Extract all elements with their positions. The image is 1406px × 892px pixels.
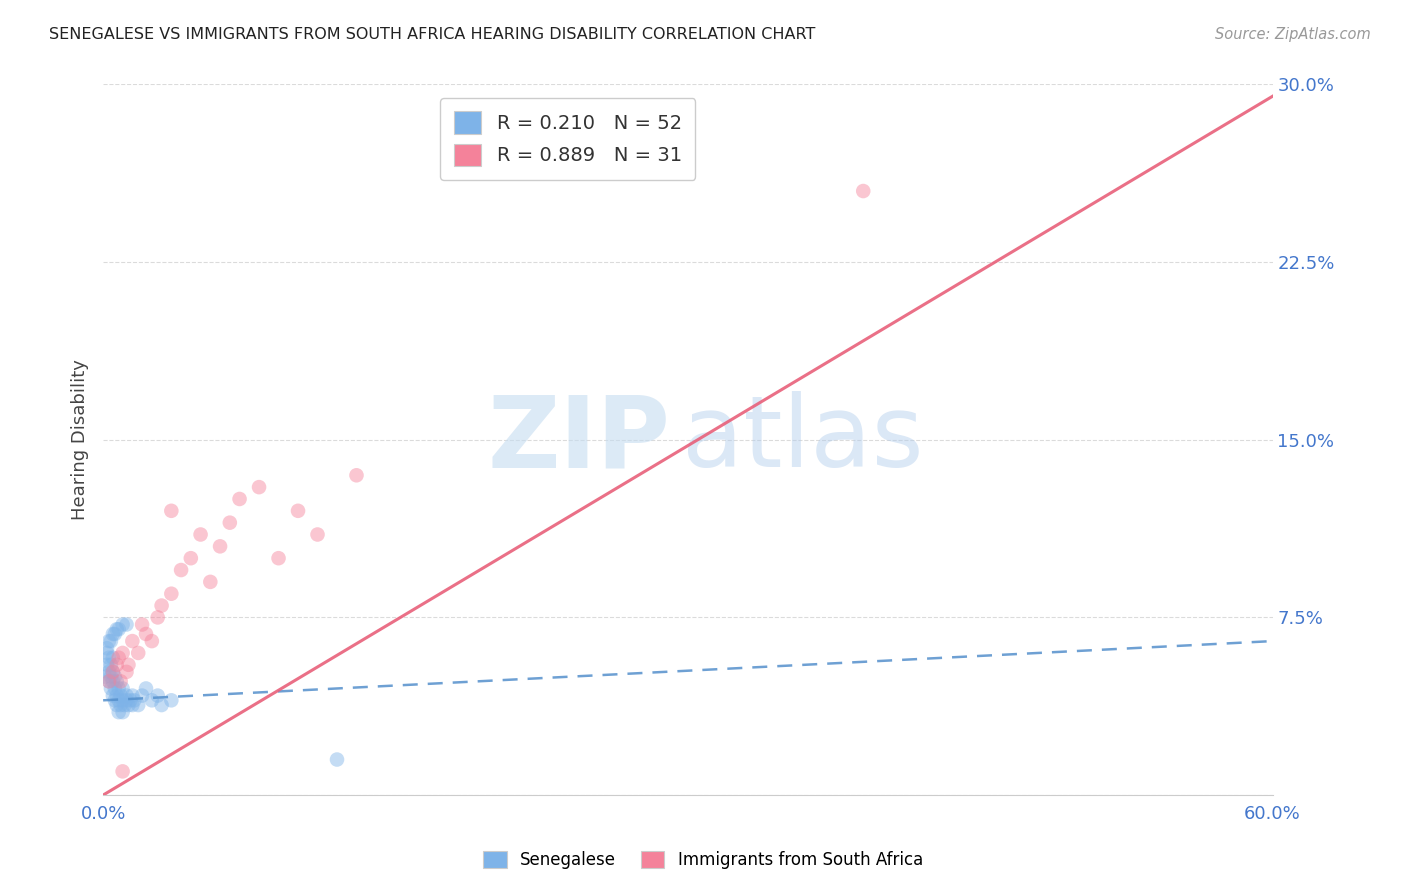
- Point: [107, 681, 129, 696]
- Point: [98, 634, 121, 648]
- Point: [101, 627, 124, 641]
- Point: [98, 674, 121, 689]
- Text: ZIP: ZIP: [488, 392, 671, 488]
- Legend: Senegalese, Immigrants from South Africa: Senegalese, Immigrants from South Africa: [474, 841, 932, 880]
- Point: [105, 622, 128, 636]
- Point: [131, 689, 153, 703]
- Point: [105, 657, 128, 672]
- Point: [127, 698, 149, 712]
- Point: [105, 674, 128, 689]
- Point: [107, 622, 129, 636]
- Point: [111, 646, 134, 660]
- Point: [101, 665, 124, 679]
- Point: [120, 693, 142, 707]
- Point: [218, 516, 240, 530]
- Point: [346, 468, 368, 483]
- Point: [96, 646, 118, 660]
- Point: [104, 627, 127, 641]
- Point: [111, 705, 134, 719]
- Point: [121, 689, 143, 703]
- Point: [101, 650, 124, 665]
- Point: [228, 491, 250, 506]
- Point: [101, 689, 124, 703]
- Text: atlas: atlas: [682, 392, 924, 488]
- Point: [111, 617, 134, 632]
- Point: [104, 693, 127, 707]
- Point: [170, 563, 193, 577]
- Point: [160, 693, 183, 707]
- Point: [307, 527, 329, 541]
- Point: [100, 681, 122, 696]
- Point: [107, 693, 129, 707]
- Point: [100, 657, 122, 672]
- Point: [190, 527, 212, 541]
- Point: [98, 665, 121, 679]
- Y-axis label: Hearing Disability: Hearing Disability: [72, 359, 89, 520]
- Point: [101, 674, 124, 689]
- Point: [104, 681, 127, 696]
- Point: [287, 504, 309, 518]
- Point: [121, 698, 143, 712]
- Text: SENEGALESE VS IMMIGRANTS FROM SOUTH AFRICA HEARING DISABILITY CORRELATION CHART: SENEGALESE VS IMMIGRANTS FROM SOUTH AFRI…: [49, 27, 815, 42]
- Point: [110, 689, 132, 703]
- Point: [105, 698, 128, 712]
- Point: [96, 641, 118, 656]
- Point: [107, 705, 129, 719]
- Point: [104, 670, 127, 684]
- Point: [150, 698, 173, 712]
- Point: [135, 681, 157, 696]
- Point: [852, 184, 875, 198]
- Point: [124, 693, 146, 707]
- Point: [110, 698, 132, 712]
- Point: [111, 764, 134, 779]
- Point: [267, 551, 290, 566]
- Point: [111, 681, 134, 696]
- Point: [105, 689, 128, 703]
- Point: [117, 698, 139, 712]
- Point: [135, 627, 157, 641]
- Point: [200, 574, 222, 589]
- Point: [127, 646, 149, 660]
- Point: [160, 504, 183, 518]
- Point: [247, 480, 270, 494]
- Point: [121, 634, 143, 648]
- Point: [115, 617, 138, 632]
- Point: [96, 657, 118, 672]
- Point: [209, 539, 232, 553]
- Point: [98, 650, 121, 665]
- Point: [111, 693, 134, 707]
- Point: [115, 689, 138, 703]
- Point: [117, 657, 139, 672]
- Point: [101, 665, 124, 679]
- Point: [141, 693, 163, 707]
- Point: [150, 599, 173, 613]
- Point: [100, 670, 122, 684]
- Text: Source: ZipAtlas.com: Source: ZipAtlas.com: [1215, 27, 1371, 42]
- Point: [131, 617, 153, 632]
- Point: [94, 670, 117, 684]
- Point: [180, 551, 202, 566]
- Point: [110, 674, 132, 689]
- Point: [115, 665, 138, 679]
- Point: [114, 698, 136, 712]
- Point: [107, 650, 129, 665]
- Point: [146, 689, 169, 703]
- Point: [326, 752, 349, 766]
- Point: [100, 634, 122, 648]
- Point: [146, 610, 169, 624]
- Point: [160, 587, 183, 601]
- Point: [115, 693, 138, 707]
- Legend: R = 0.210   N = 52, R = 0.889   N = 31: R = 0.210 N = 52, R = 0.889 N = 31: [440, 98, 696, 179]
- Point: [141, 634, 163, 648]
- Point: [98, 674, 121, 689]
